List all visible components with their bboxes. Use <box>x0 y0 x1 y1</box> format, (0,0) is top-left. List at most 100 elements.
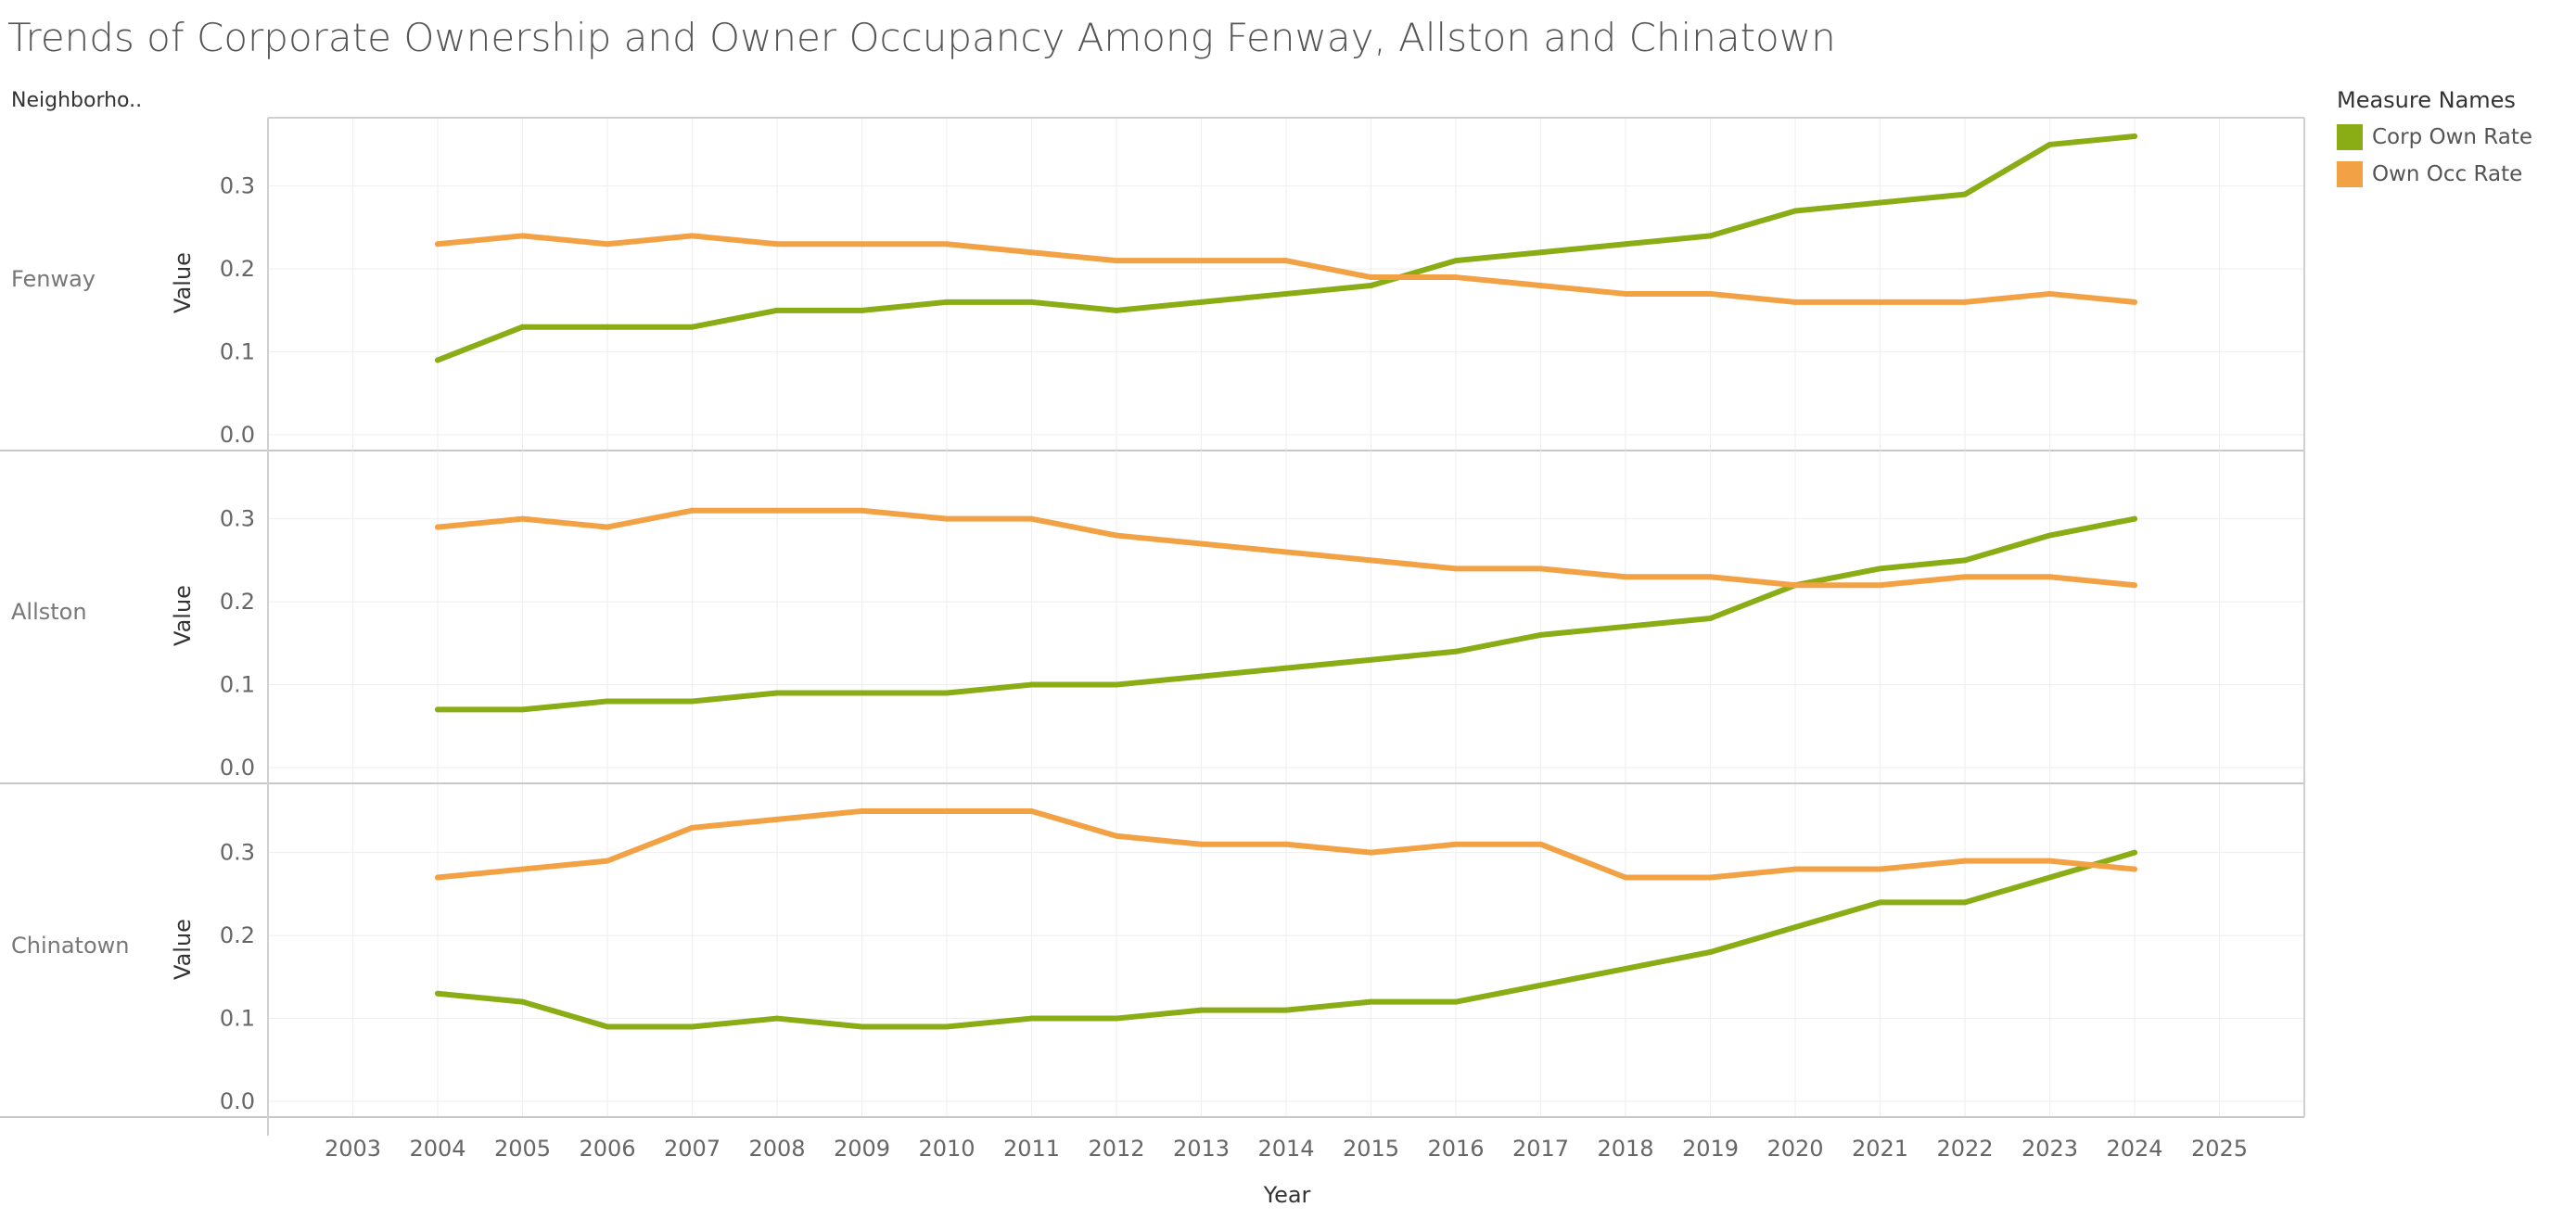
series-line-fenway-own-occ-rate <box>435 233 2137 305</box>
data-point-chinatown-own-occ-rate <box>689 824 695 831</box>
data-point-allston-own-occ-rate <box>2047 574 2053 580</box>
data-point-allston-own-occ-rate <box>1028 515 1035 522</box>
x-tick-label: 2013 <box>1173 1136 1230 1162</box>
data-point-allston-own-occ-rate <box>1537 566 1544 572</box>
data-point-fenway-corp-own-rate <box>859 307 865 313</box>
data-point-chinatown-own-occ-rate <box>605 858 610 864</box>
data-point-chinatown-corp-own-rate <box>944 1023 950 1030</box>
y-tick-label: 0.3 <box>220 173 255 199</box>
data-point-allston-corp-own-rate <box>1453 648 1459 654</box>
data-point-fenway-own-occ-rate <box>1368 274 1374 281</box>
data-point-allston-own-occ-rate <box>1453 566 1459 572</box>
row-dimension-header: Neighborho.. <box>11 89 143 112</box>
data-point-fenway-own-occ-rate <box>859 241 865 248</box>
data-point-allston-corp-own-rate <box>1707 616 1714 621</box>
data-point-chinatown-own-occ-rate <box>1283 841 1289 847</box>
data-point-allston-corp-own-rate <box>2047 532 2053 539</box>
data-point-allston-own-occ-rate <box>1368 557 1374 564</box>
x-tick-label: 2025 <box>2191 1136 2248 1162</box>
data-point-chinatown-own-occ-rate <box>1198 841 1205 847</box>
data-point-allston-corp-own-rate <box>774 690 780 696</box>
data-point-allston-own-occ-rate <box>1623 574 1628 580</box>
x-tick-label: 2008 <box>748 1136 805 1162</box>
data-point-chinatown-corp-own-rate <box>1792 924 1798 931</box>
data-point-allston-own-occ-rate <box>1283 549 1289 555</box>
data-point-chinatown-own-occ-rate <box>2132 866 2137 872</box>
x-axis-label: Year <box>1263 1182 1311 1208</box>
data-point-allston-own-occ-rate <box>519 515 526 522</box>
data-point-allston-own-occ-rate <box>859 507 865 514</box>
data-point-chinatown-own-occ-rate <box>1707 874 1714 881</box>
y-tick-label: 0.1 <box>220 339 255 365</box>
data-point-fenway-corp-own-rate <box>1792 208 1798 214</box>
data-point-chinatown-own-occ-rate <box>944 807 950 814</box>
data-point-fenway-own-occ-rate <box>1792 299 1798 305</box>
data-point-allston-corp-own-rate <box>2132 515 2137 522</box>
x-tick-label: 2007 <box>664 1136 721 1162</box>
y-tick-label: 0.2 <box>220 922 255 948</box>
data-point-fenway-own-occ-rate <box>1623 290 1628 297</box>
x-tick-label: 2012 <box>1088 1136 1144 1162</box>
legend-item-own-occ-rate[interactable]: Own Occ Rate <box>2337 156 2532 193</box>
x-tick-label: 2010 <box>918 1136 975 1162</box>
series-line-allston-own-occ-rate <box>435 507 2137 589</box>
x-tick-label: 2018 <box>1597 1136 1653 1162</box>
data-point-chinatown-corp-own-rate <box>1707 949 1714 955</box>
data-point-fenway-corp-own-rate <box>944 299 950 305</box>
legend-item-corp-own-rate[interactable]: Corp Own Rate <box>2337 119 2532 156</box>
data-point-allston-corp-own-rate <box>1792 582 1798 589</box>
data-point-allston-own-occ-rate <box>1707 574 1714 580</box>
data-point-chinatown-corp-own-rate <box>1453 998 1459 1005</box>
data-point-allston-corp-own-rate <box>1877 566 1883 572</box>
data-point-chinatown-corp-own-rate <box>1368 998 1374 1005</box>
y-axis-label: Value <box>170 919 196 980</box>
data-point-fenway-own-occ-rate <box>1537 283 1544 288</box>
data-point-fenway-corp-own-rate <box>689 324 695 330</box>
x-tick-label: 2017 <box>1512 1136 1569 1162</box>
data-point-allston-corp-own-rate <box>435 706 440 713</box>
data-point-chinatown-corp-own-rate <box>1028 1015 1035 1022</box>
data-point-fenway-own-occ-rate <box>2132 299 2137 305</box>
x-tick-label: 2005 <box>494 1136 551 1162</box>
data-point-fenway-own-occ-rate <box>774 241 780 248</box>
data-point-fenway-corp-own-rate <box>774 307 780 313</box>
x-tick-label: 2020 <box>1766 1136 1823 1162</box>
data-point-fenway-own-occ-rate <box>689 233 695 239</box>
chart-title: Trends of Corporate Ownership and Owner … <box>7 15 1836 60</box>
x-tick-label: 2003 <box>325 1136 381 1162</box>
x-tick-label: 2004 <box>409 1136 465 1162</box>
data-point-chinatown-corp-own-rate <box>1537 982 1544 988</box>
data-point-chinatown-corp-own-rate <box>2132 849 2137 856</box>
data-point-allston-corp-own-rate <box>689 698 695 705</box>
data-point-allston-own-occ-rate <box>689 507 695 514</box>
series-line-allston-corp-own-rate <box>435 515 2137 713</box>
y-tick-label: 0.0 <box>220 755 255 781</box>
data-point-fenway-corp-own-rate <box>2047 141 2053 147</box>
x-tick-label: 2011 <box>1003 1136 1060 1162</box>
data-point-chinatown-own-occ-rate <box>1453 841 1459 847</box>
series-line-fenway-corp-own-rate <box>435 133 2137 363</box>
y-tick-label: 0.1 <box>220 672 255 698</box>
data-point-fenway-corp-own-rate <box>1537 249 1544 256</box>
data-point-allston-corp-own-rate <box>1623 623 1628 629</box>
data-point-chinatown-corp-own-rate <box>605 1023 610 1030</box>
data-point-chinatown-corp-own-rate <box>2047 874 2053 881</box>
data-point-allston-corp-own-rate <box>1028 681 1035 688</box>
x-tick-label: 2016 <box>1427 1136 1484 1162</box>
data-point-chinatown-own-occ-rate <box>435 874 440 881</box>
data-point-allston-own-occ-rate <box>2132 582 2137 589</box>
y-axis-label: Value <box>170 252 196 313</box>
data-point-allston-corp-own-rate <box>1198 673 1205 680</box>
y-axis-label: Value <box>170 585 196 646</box>
legend-title: Measure Names <box>2337 87 2516 113</box>
data-point-fenway-own-occ-rate <box>1114 258 1119 264</box>
data-point-fenway-corp-own-rate <box>1198 299 1205 305</box>
data-point-chinatown-corp-own-rate <box>1198 1007 1205 1013</box>
x-tick-label: 2006 <box>579 1136 635 1162</box>
data-point-chinatown-corp-own-rate <box>774 1015 780 1022</box>
x-tick-label: 2023 <box>2021 1136 2078 1162</box>
row-label-allston: Allston <box>11 599 87 625</box>
legend-label-corp-own-rate: Corp Own Rate <box>2372 125 2533 149</box>
data-point-fenway-corp-own-rate <box>1453 258 1459 264</box>
